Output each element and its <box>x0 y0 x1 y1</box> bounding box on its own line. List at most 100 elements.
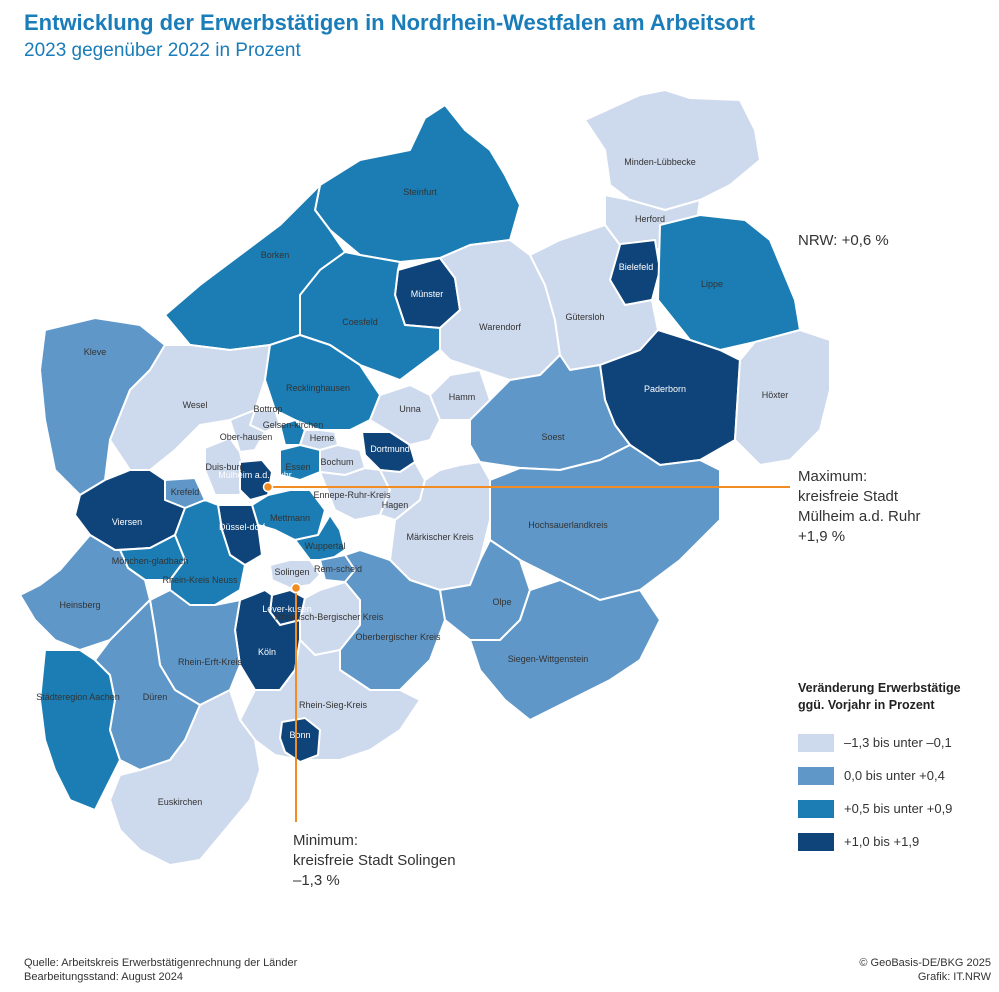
page-title: Entwicklung der Erwerbstätigen in Nordrh… <box>24 10 756 35</box>
legend-item: –1,3 bis unter –0,1 <box>798 728 993 758</box>
region-label-dueren: Düren <box>143 692 168 702</box>
nrw-total-label: NRW: +0,6 % <box>798 232 889 249</box>
region-label-bielefeld: Bielefeld <box>619 262 654 272</box>
region-label-borken: Borken <box>261 250 290 260</box>
region-label-bottrop: Bottrop <box>253 404 282 414</box>
region-label-viersen: Viersen <box>112 517 142 527</box>
legend-label: 0,0 bis unter +0,4 <box>844 768 945 783</box>
legend-title-line2: ggü. Vorjahr in Prozent <box>798 698 935 712</box>
legend-swatch <box>798 734 834 752</box>
status-line: Bearbeitungsstand: August 2024 <box>24 971 184 983</box>
maximum-heading: Maximum: <box>798 468 868 485</box>
region-label-rem-scheid: Rem-scheid <box>314 564 362 574</box>
page-subtitle: 2023 gegenüber 2022 in Prozent <box>24 40 301 61</box>
minimum-marker <box>290 582 302 594</box>
region-rhein-kreis-neuss <box>169 499 246 606</box>
region-label-hagen: Hagen <box>382 500 409 510</box>
region-euskirchen <box>109 689 261 866</box>
region-label-bonn: Bonn <box>289 730 310 740</box>
region-solingen <box>269 559 321 589</box>
minimum-region: kreisfreie Stadt Solingen <box>293 852 456 869</box>
region-wuppertal <box>294 514 346 561</box>
region-label-ober-hausen: Ober-hausen <box>220 432 273 442</box>
region-label-koeln: Köln <box>258 647 276 657</box>
region-label-hamm: Hamm <box>449 392 476 402</box>
region-label-duessel-dorf: Düssel-dorf <box>219 522 266 532</box>
credit-note: © GeoBasis-DE/BKG 2025 Grafik: IT.NRW <box>859 956 991 984</box>
maximum-type: kreisfreie Stadt <box>798 488 899 505</box>
region-layer <box>19 89 831 866</box>
legend-swatch <box>798 800 834 818</box>
region-label-kleve: Kleve <box>84 347 107 357</box>
legend-label: +0,5 bis unter +0,9 <box>844 801 953 816</box>
source-line: Quelle: Arbeitskreis Erwerbstätigenrechn… <box>24 957 298 969</box>
region-label-muenster: Münster <box>411 289 444 299</box>
minimum-callout: Minimum: kreisfreie Stadt Solingen –1,3 … <box>293 831 456 891</box>
region-bonn <box>279 717 321 763</box>
region-label-staedteregion-aachen: Städteregion Aachen <box>36 692 120 702</box>
maximum-region: Mülheim a.d. Ruhr <box>798 508 921 525</box>
region-label-muelheim-a-d-ruhr: Mülheim a.d. Ruhr <box>218 470 292 480</box>
copyright-line: © GeoBasis-DE/BKG 2025 <box>859 957 991 969</box>
region-muelheim-a-d-ruhr <box>239 459 273 501</box>
region-label-rhein-kreis-neuss: Rhein-Kreis Neuss <box>162 575 238 585</box>
legend-item: +0,5 bis unter +0,9 <box>798 794 993 824</box>
region-label-warendorf: Warendorf <box>479 322 521 332</box>
region-label-rhein-erft-kreis: Rhein-Erft-Kreis <box>178 657 243 667</box>
region-siegen-wittgenstein <box>469 579 661 721</box>
region-label-coesfeld: Coesfeld <box>342 317 378 327</box>
region-label-mettmann: Mettmann <box>270 513 310 523</box>
region-label-bochum: Bochum <box>320 457 353 467</box>
legend-swatch <box>798 833 834 851</box>
region-minden-luebbecke <box>584 89 761 211</box>
legend-swatch <box>798 767 834 785</box>
region-label-oberbergischer-kreis: Oberbergischer Kreis <box>355 632 441 642</box>
region-label-essen: Essen <box>285 462 310 472</box>
minimum-heading: Minimum: <box>293 832 359 849</box>
region-mettmann <box>251 489 326 541</box>
region-label-dortmund: Dortmund <box>370 444 410 454</box>
region-label-heinsberg: Heinsberg <box>59 600 100 610</box>
maximum-value: +1,9 % <box>798 528 846 545</box>
region-soest <box>469 354 631 471</box>
map-legend: Veränderung Erwerbstätige ggü. Vorjahr i… <box>798 680 993 857</box>
region-label-layer: Minden-Lübbecke Herford Bielefeld Lippe Stei… <box>36 157 788 807</box>
region-label-lever-kusen: Lever-kusen <box>262 604 312 614</box>
region-label-euskirchen: Euskirchen <box>158 797 203 807</box>
region-label-moenchen-gladbach: Mönchen-gladbach <box>112 556 189 566</box>
region-oberbergischer-kreis <box>339 549 446 691</box>
region-label-ennepe-ruhr-kreis: Ennepe-Ruhr-Kreis <box>313 490 391 500</box>
region-label-duis-burg: Duis-burg <box>205 462 244 472</box>
region-steinfurt <box>314 104 521 263</box>
region-label-wuppertal: Wuppertal <box>305 541 346 551</box>
region-lippe <box>657 214 801 351</box>
region-label-paderborn: Paderborn <box>644 384 686 394</box>
region-label-hochsauerlandkreis: Hochsauerlandkreis <box>528 520 608 530</box>
region-label-rhein-sieg-kreis: Rhein-Sieg-Kreis <box>299 700 368 710</box>
region-label-herne: Herne <box>310 433 335 443</box>
region-label-soest: Soest <box>541 432 565 442</box>
region-label-guetersloh: Gütersloh <box>565 312 604 322</box>
region-label-minden-luebbecke: Minden-Lübbecke <box>624 157 696 167</box>
region-label-olpe: Olpe <box>492 597 511 607</box>
legend-title-line1: Veränderung Erwerbstätige <box>798 681 961 695</box>
region-label-siegen-wittgenstein: Siegen-Wittgenstein <box>508 654 589 664</box>
region-label-gelsen-kirchen: Gelsen-kirchen <box>263 420 324 430</box>
region-label-herford: Herford <box>635 214 665 224</box>
region-label-hoexter: Höxter <box>762 390 789 400</box>
region-label-krefeld: Krefeld <box>171 487 200 497</box>
callout-layer <box>262 481 790 822</box>
region-label-solingen: Solingen <box>274 567 309 577</box>
legend-item: 0,0 bis unter +0,4 <box>798 761 993 791</box>
minimum-value: –1,3 % <box>293 872 340 889</box>
legend-label: +1,0 bis +1,9 <box>844 834 920 849</box>
region-hoexter <box>734 329 831 466</box>
region-label-lippe: Lippe <box>701 279 723 289</box>
region-label-maerkischer-kreis: Märkischer Kreis <box>406 532 474 542</box>
legend-item: +1,0 bis +1,9 <box>798 827 993 857</box>
legend-label: –1,3 bis unter –0,1 <box>844 735 952 750</box>
region-label-wesel: Wesel <box>183 400 208 410</box>
region-heinsberg <box>19 534 151 651</box>
source-note: Quelle: Arbeitskreis Erwerbstätigenrechn… <box>24 956 297 984</box>
